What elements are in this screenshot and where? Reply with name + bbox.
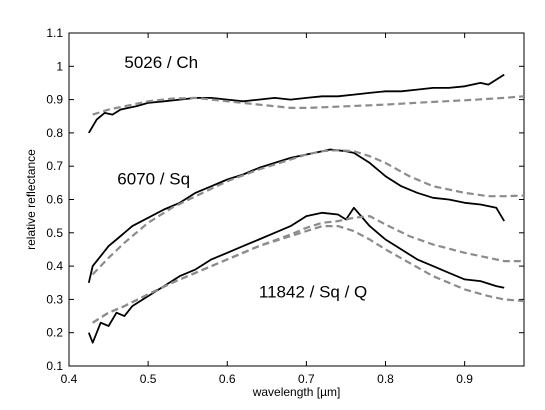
x-tick-label: 0.8 xyxy=(377,372,394,386)
y-tick-label: 1 xyxy=(56,59,63,73)
y-tick-label: 0.5 xyxy=(46,226,63,240)
x-tick-label: 0.6 xyxy=(219,372,236,386)
axis-tick-labels: 0.4 0.5 0.6 0.7 0.8 0.9 0.1 0.2 0.3 0.4 0.5 0.6 0.7 0… xyxy=(46,26,473,386)
y-axis-label: relative reflectance xyxy=(24,149,38,250)
observed-spectrum-2 xyxy=(87,148,505,284)
y-tick-label: 0.7 xyxy=(46,159,63,173)
x-tick-label: 0.4 xyxy=(61,372,78,386)
annotation-0: 5026 / Ch xyxy=(124,53,198,72)
y-tick-label: 0.9 xyxy=(46,93,63,107)
series-group xyxy=(87,73,525,344)
observed-spectrum-0 xyxy=(88,73,505,134)
plot-frame xyxy=(68,32,525,367)
annotations: 5026 / Ch 6070 / Sq 11842 / Sq / Q xyxy=(117,53,367,302)
y-tick-label: 0.6 xyxy=(46,193,63,207)
y-tick-label: 0.3 xyxy=(46,292,63,306)
observed-spectrum-4 xyxy=(87,206,505,344)
annotation-1: 6070 / Sq xyxy=(117,170,190,189)
model-curve-3 xyxy=(91,149,525,276)
x-tick-label: 0.5 xyxy=(140,372,157,386)
x-axis-label: wavelength [µm] xyxy=(252,385,341,399)
x-tick-label: 0.7 xyxy=(298,372,315,386)
y-tick-label: 0.2 xyxy=(46,326,63,340)
x-tick-label: 0.9 xyxy=(456,372,473,386)
model-curve-6 xyxy=(92,225,525,324)
y-tick-label: 0.4 xyxy=(46,259,63,273)
y-tick-label: 0.8 xyxy=(46,126,63,140)
model-curve-1 xyxy=(92,95,525,116)
y-tick-label: 1.1 xyxy=(46,26,63,40)
annotation-2: 11842 / Sq / Q xyxy=(259,283,367,302)
y-tick-label: 0.1 xyxy=(46,359,63,373)
